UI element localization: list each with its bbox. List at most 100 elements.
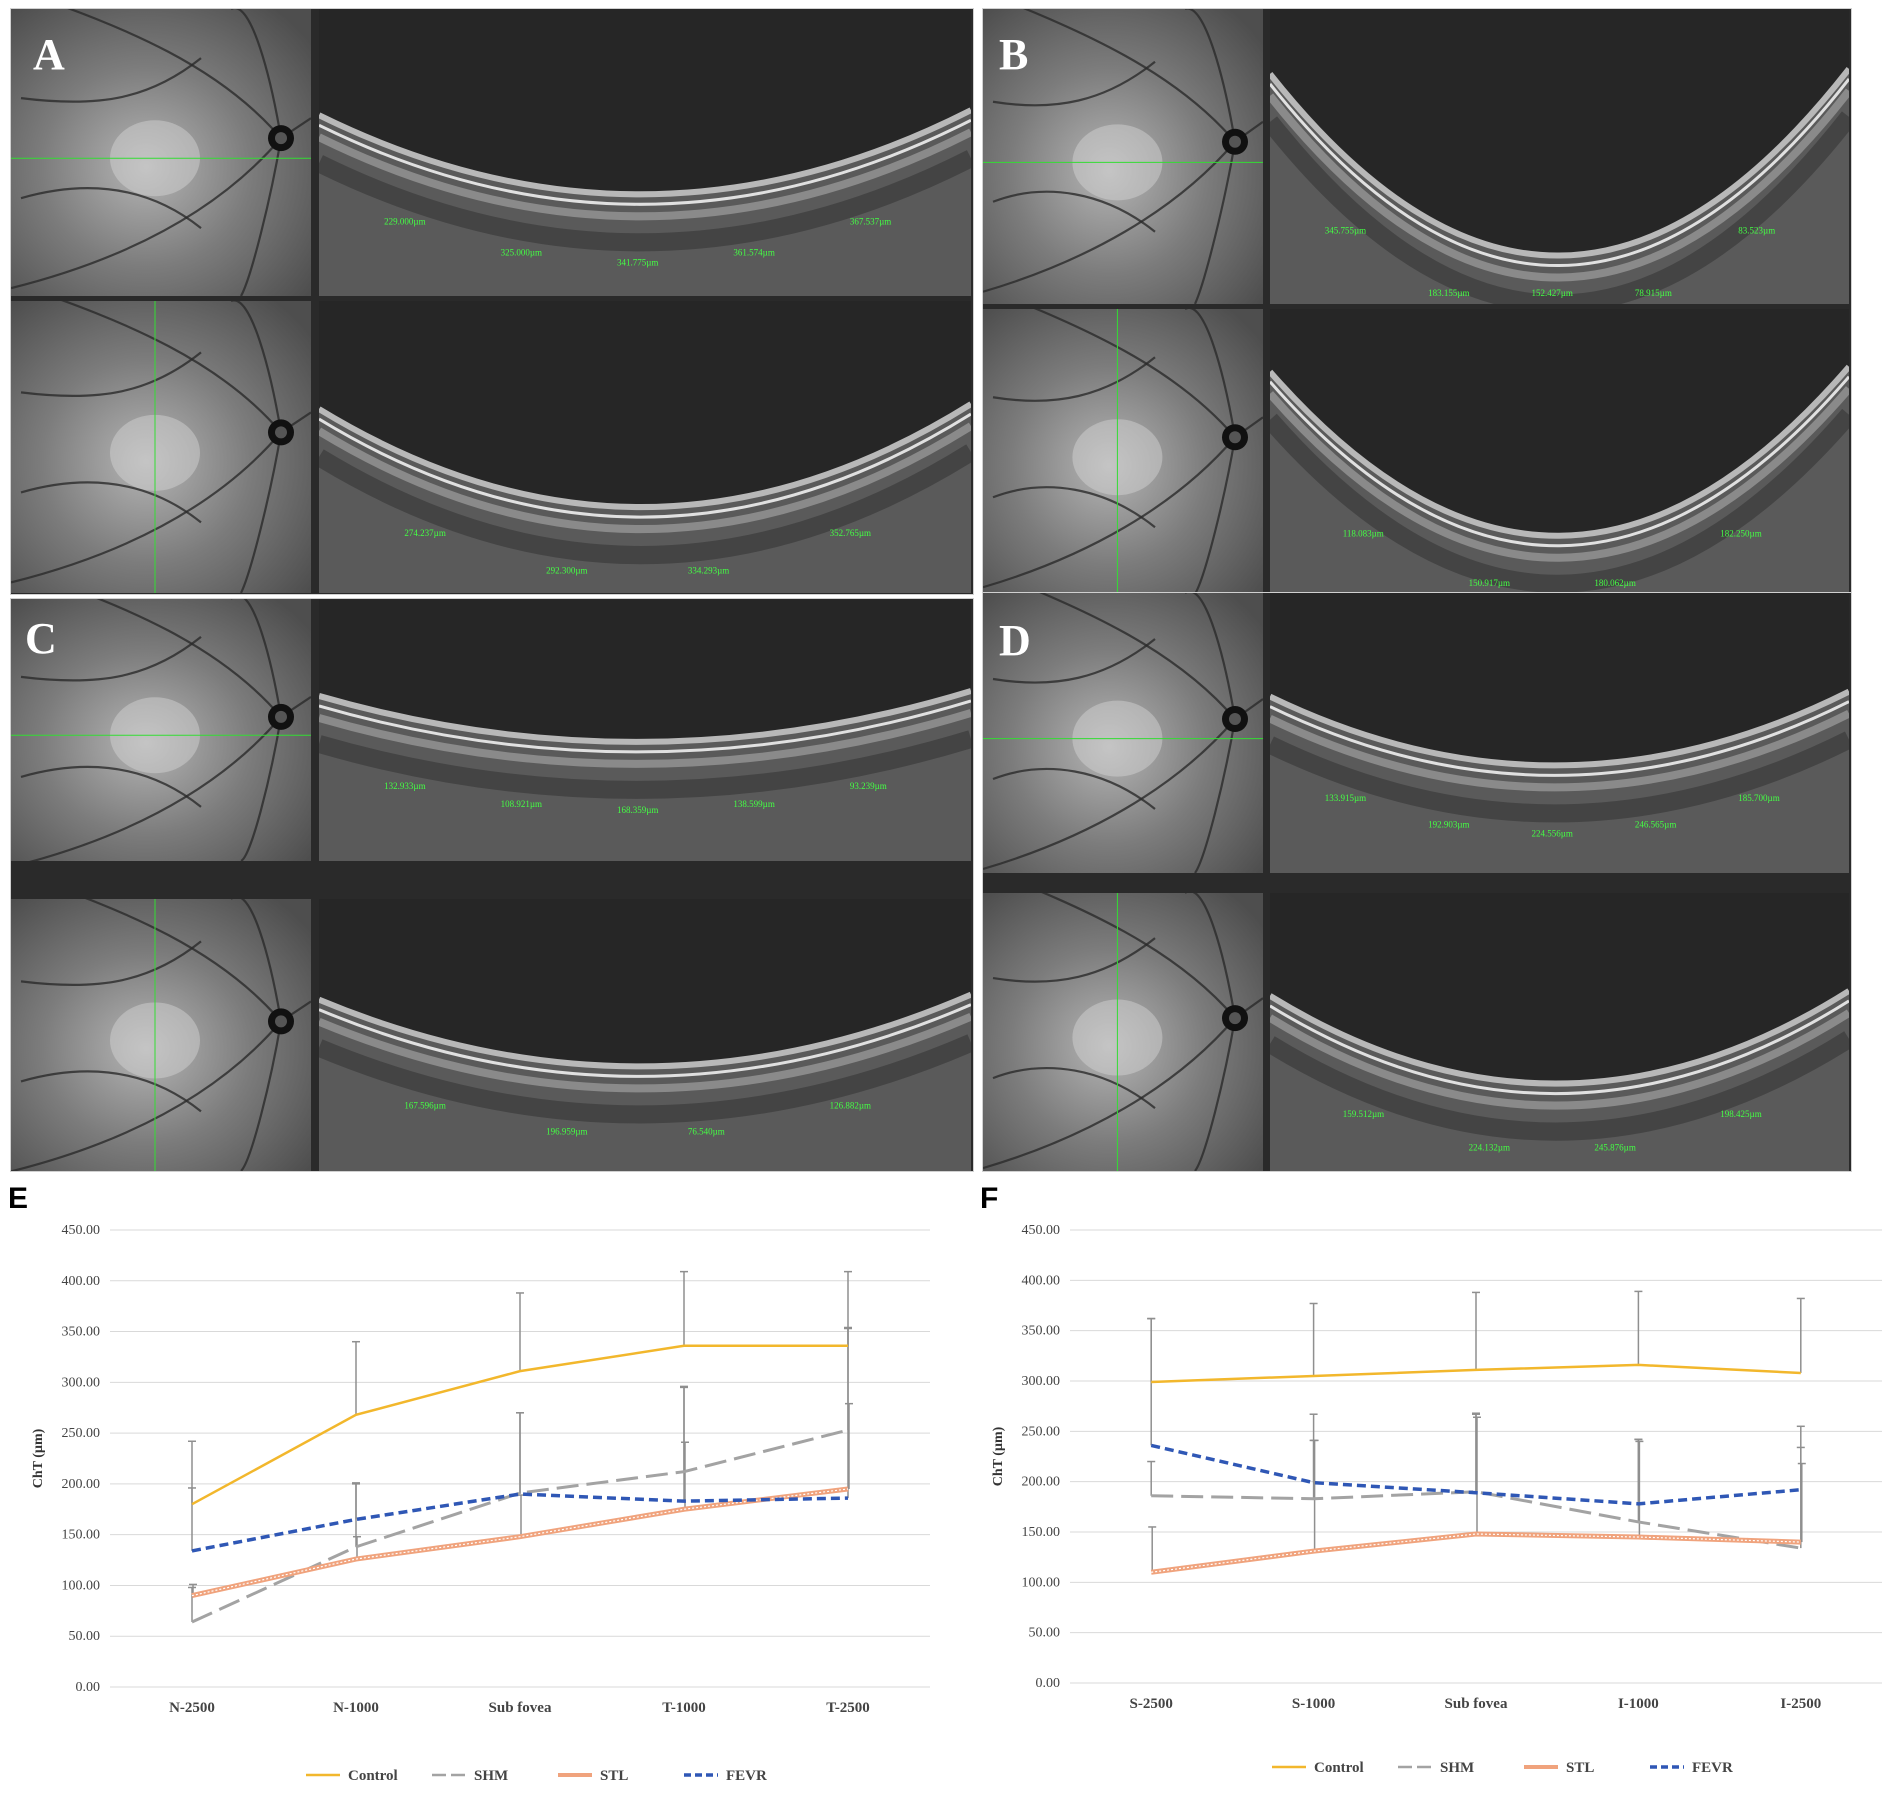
retinal-vessel xyxy=(20,765,202,808)
y-tick-label: 400.00 xyxy=(62,1274,101,1289)
oct-svg: 159.512µm 224.132µm 245.876µm 198.425µm xyxy=(1270,988,1849,1171)
retinal-vessel xyxy=(1185,893,1237,1019)
retinal-vessel xyxy=(1193,141,1237,304)
thickness-measurement: 361.574µm xyxy=(733,247,774,257)
thickness-measurement: 126.882µm xyxy=(830,1101,871,1111)
optic-cup xyxy=(275,710,287,723)
choroid-vessels xyxy=(1270,731,1849,823)
rpe-layer xyxy=(319,118,971,206)
retinal-vessel xyxy=(992,190,1156,233)
retinal-vessel xyxy=(20,481,202,524)
choroid-vessels xyxy=(319,730,971,799)
thickness-measurement: 341.775µm xyxy=(617,258,658,268)
thickness-measurement: 78.915µm xyxy=(1635,288,1672,298)
oct-scan: 133.915µm 192.903µm 224.556µm 246.565µm 185.… xyxy=(1270,593,1849,873)
retinal-vessel xyxy=(1041,893,1236,1019)
rpe-layer xyxy=(1270,375,1849,548)
fundus-svg xyxy=(11,599,311,861)
oct-scan: 159.512µm 224.132µm 245.876µm 198.425µm xyxy=(1270,893,1849,1171)
oct-svg: 132.933µm 108.921µm 168.359µm 138.599µm 93.2… xyxy=(319,688,971,861)
legend-label: STL xyxy=(600,1768,628,1784)
series-line-control xyxy=(1151,1363,1801,1384)
fundus-image xyxy=(11,301,311,593)
x-tick-label: Sub fovea xyxy=(1445,1696,1508,1712)
legend-label: SHM xyxy=(1440,1760,1474,1776)
y-tick-label: 150.00 xyxy=(62,1528,101,1543)
oct-svg: 167.596µm 196.959µm 76.540µm 126.882µm xyxy=(319,991,971,1171)
y-axis-label: ChT (µm) xyxy=(31,1428,46,1488)
y-tick-label: 350.00 xyxy=(62,1325,101,1340)
fundus-background xyxy=(11,899,311,1171)
x-tick-label: T-2500 xyxy=(826,1700,870,1716)
thickness-measurement: 108.921µm xyxy=(501,799,542,809)
thickness-measurement: 196.959µm xyxy=(546,1126,587,1136)
y-tick-label: 400.00 xyxy=(1022,1273,1061,1288)
y-axis-label: ChT (µm) xyxy=(991,1426,1006,1486)
fundus-background xyxy=(11,301,311,593)
choroid-vessels xyxy=(319,1034,971,1124)
retinal-vessel xyxy=(992,937,1156,983)
retinal-vessel xyxy=(1194,437,1237,594)
retinal-vessel xyxy=(61,301,282,434)
thickness-measurement: 224.132µm xyxy=(1469,1143,1510,1153)
retinal-vessel xyxy=(983,1017,1236,1170)
retinal-vessel xyxy=(67,9,282,139)
fundus-image xyxy=(983,309,1263,594)
thickness-measurement: 224.556µm xyxy=(1532,829,1573,839)
retinal-vessel xyxy=(11,431,282,584)
thickness-measurement: 198.425µm xyxy=(1720,1109,1761,1119)
choroid-band xyxy=(1270,386,1849,562)
series-line-shm xyxy=(1151,1490,1802,1550)
chart-e: 0.00 50.00 100.00 150.00 200.00 250.00 300.00 3… xyxy=(31,1223,930,1784)
fundus-svg xyxy=(11,301,311,593)
panel-a: A 229.000µm 325.000µm 341.775µm 361.574µm 36… xyxy=(10,8,974,595)
thickness-measurement: 345.755µm xyxy=(1325,225,1366,235)
choroid-band xyxy=(319,1012,971,1093)
thickness-measurement: 76.540µm xyxy=(688,1126,725,1136)
y-tick-label: 250.00 xyxy=(62,1426,101,1441)
retinal-vessel xyxy=(992,60,1156,107)
thickness-measurement: 352.765µm xyxy=(830,528,871,538)
retinal-vessel xyxy=(20,351,202,398)
retina-layer xyxy=(1270,364,1849,539)
retinal-vessel xyxy=(11,1020,282,1171)
choroid-region xyxy=(319,404,971,593)
legend-label: FEVR xyxy=(1692,1760,1733,1776)
choroid-band xyxy=(319,422,971,534)
series-line-stl xyxy=(191,1486,849,1599)
panel-label-c: C xyxy=(25,614,57,663)
legend-label: STL xyxy=(1566,1760,1594,1776)
rpe-layer xyxy=(319,1003,971,1078)
retinal-vessel xyxy=(992,767,1156,810)
panel-d: D 133.915µm 192.903µm 224.556µm 246.565µm 18… xyxy=(982,592,1852,1172)
retinal-vessel xyxy=(231,301,283,433)
retinal-vessel xyxy=(20,636,202,682)
rpe-layer xyxy=(1270,77,1849,267)
retinal-vessel xyxy=(1023,9,1236,143)
series-line-stl-hatch xyxy=(1151,1533,1801,1573)
oct-svg: 118.083µm 150.917µm 180.062µm 182.250µm xyxy=(1270,364,1849,594)
choroid-band xyxy=(1270,88,1849,282)
thickness-measurement: 334.293µm xyxy=(688,566,729,576)
x-tick-label: I-1000 xyxy=(1618,1696,1659,1712)
thickness-measurement: 180.062µm xyxy=(1594,578,1635,588)
retinal-vessel xyxy=(992,356,1156,402)
choroid-band xyxy=(1270,1009,1849,1110)
thickness-measurement: 292.300µm xyxy=(546,566,587,576)
y-tick-label: 0.00 xyxy=(76,1680,101,1695)
oct-svg: 274.237µm 292.300µm 334.293µm 352.765µm xyxy=(319,401,971,593)
retinal-vessel xyxy=(1033,309,1236,438)
legend-label: SHM xyxy=(474,1768,508,1784)
series-line-stl xyxy=(1150,1531,1801,1575)
fundus-svg xyxy=(11,899,311,1171)
choroid-region xyxy=(1270,68,1849,304)
legend-label: FEVR xyxy=(726,1768,767,1784)
retinal-vessel xyxy=(240,432,283,593)
retinal-vessel xyxy=(992,486,1156,529)
choroid-vessels xyxy=(1270,1031,1849,1141)
fundus-image xyxy=(983,593,1263,873)
panel-label-b: B xyxy=(999,30,1029,79)
thickness-measurement: 167.596µm xyxy=(404,1101,445,1111)
retinal-vessel xyxy=(20,1070,202,1113)
retina-layer xyxy=(1270,688,1849,769)
